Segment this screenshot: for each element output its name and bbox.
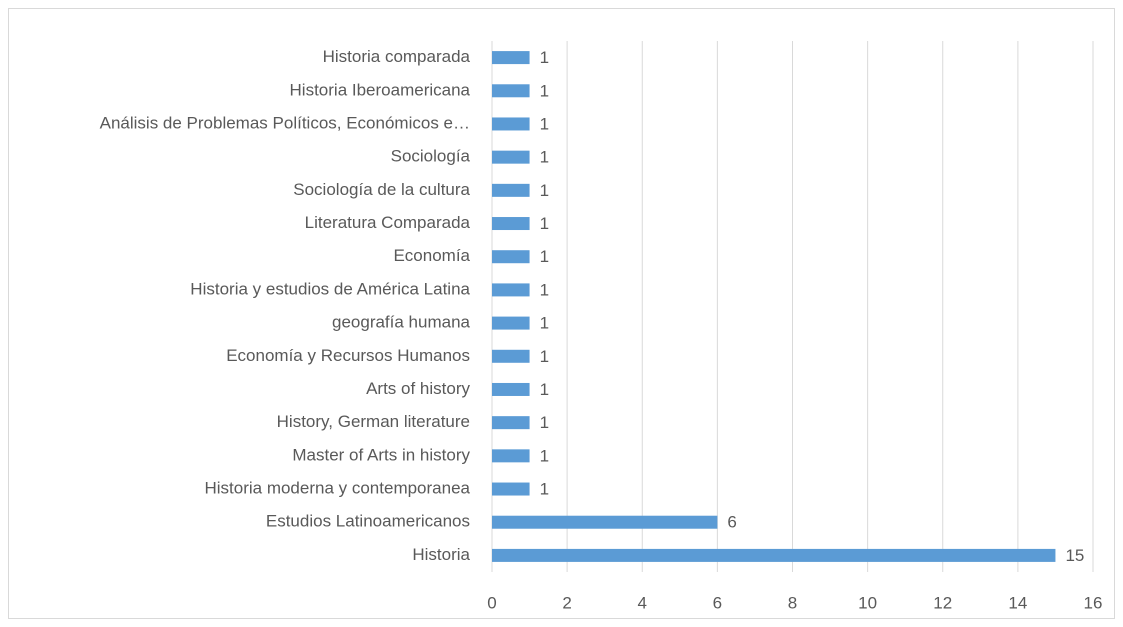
y-tick-label: History, German literature bbox=[277, 412, 470, 431]
data-label: 6 bbox=[727, 513, 736, 532]
x-tick-label: 10 bbox=[858, 593, 877, 612]
y-tick-label: Historia Iberoamericana bbox=[290, 80, 471, 99]
bar bbox=[492, 482, 530, 496]
bar bbox=[492, 217, 530, 231]
y-tick-label: Análisis de Problemas Políticos, Económi… bbox=[100, 113, 470, 132]
y-tick-label: Historia y estudios de América Latina bbox=[190, 279, 470, 298]
data-label: 1 bbox=[540, 114, 549, 133]
bar bbox=[492, 416, 530, 430]
data-label: 1 bbox=[540, 247, 549, 266]
x-tick-label: 4 bbox=[638, 593, 647, 612]
bar bbox=[492, 548, 1056, 562]
x-tick-label: 16 bbox=[1084, 593, 1103, 612]
data-label: 1 bbox=[540, 48, 549, 67]
data-label: 1 bbox=[540, 81, 549, 100]
y-tick-label: Economía y Recursos Humanos bbox=[226, 346, 470, 365]
bar bbox=[492, 117, 530, 131]
bar bbox=[492, 283, 530, 297]
x-tick-label: 2 bbox=[562, 593, 571, 612]
bar bbox=[492, 349, 530, 363]
data-label: 1 bbox=[540, 280, 549, 299]
y-tick-label: Master of Arts in history bbox=[292, 445, 470, 464]
x-tick-label: 14 bbox=[1008, 593, 1027, 612]
y-tick-label: Historia moderna y contemporanea bbox=[204, 479, 470, 498]
x-tick-label: 6 bbox=[713, 593, 722, 612]
data-label: 1 bbox=[540, 380, 549, 399]
data-label: 1 bbox=[540, 314, 549, 333]
bar bbox=[492, 150, 530, 164]
data-label: 1 bbox=[540, 480, 549, 499]
y-tick-label: Sociología de la cultura bbox=[293, 180, 470, 199]
y-tick-label: Arts of history bbox=[366, 379, 470, 398]
bar bbox=[492, 84, 530, 98]
data-label: 1 bbox=[540, 214, 549, 233]
y-tick-label: Historia comparada bbox=[323, 47, 471, 66]
data-label: 1 bbox=[540, 446, 549, 465]
bar bbox=[492, 316, 530, 330]
y-tick-label: Historia bbox=[412, 545, 470, 564]
data-label: 1 bbox=[540, 413, 549, 432]
data-label: 1 bbox=[540, 181, 549, 200]
data-label: 15 bbox=[1065, 546, 1084, 565]
bar bbox=[492, 515, 718, 529]
y-tick-label: Estudios Latinoamericanos bbox=[266, 512, 470, 531]
bar bbox=[492, 382, 530, 396]
data-label: 1 bbox=[540, 148, 549, 167]
x-tick-label: 0 bbox=[487, 593, 496, 612]
bar bbox=[492, 449, 530, 463]
y-tick-label: Economía bbox=[393, 246, 470, 265]
x-tick-label: 12 bbox=[933, 593, 952, 612]
y-tick-label: Literatura Comparada bbox=[305, 213, 471, 232]
bar bbox=[492, 183, 530, 197]
x-tick-label: 8 bbox=[788, 593, 797, 612]
y-tick-label: geografía humana bbox=[332, 313, 471, 332]
y-tick-label: Sociología bbox=[391, 147, 471, 166]
data-label: 1 bbox=[540, 347, 549, 366]
bar bbox=[492, 250, 530, 264]
bar bbox=[492, 51, 530, 65]
